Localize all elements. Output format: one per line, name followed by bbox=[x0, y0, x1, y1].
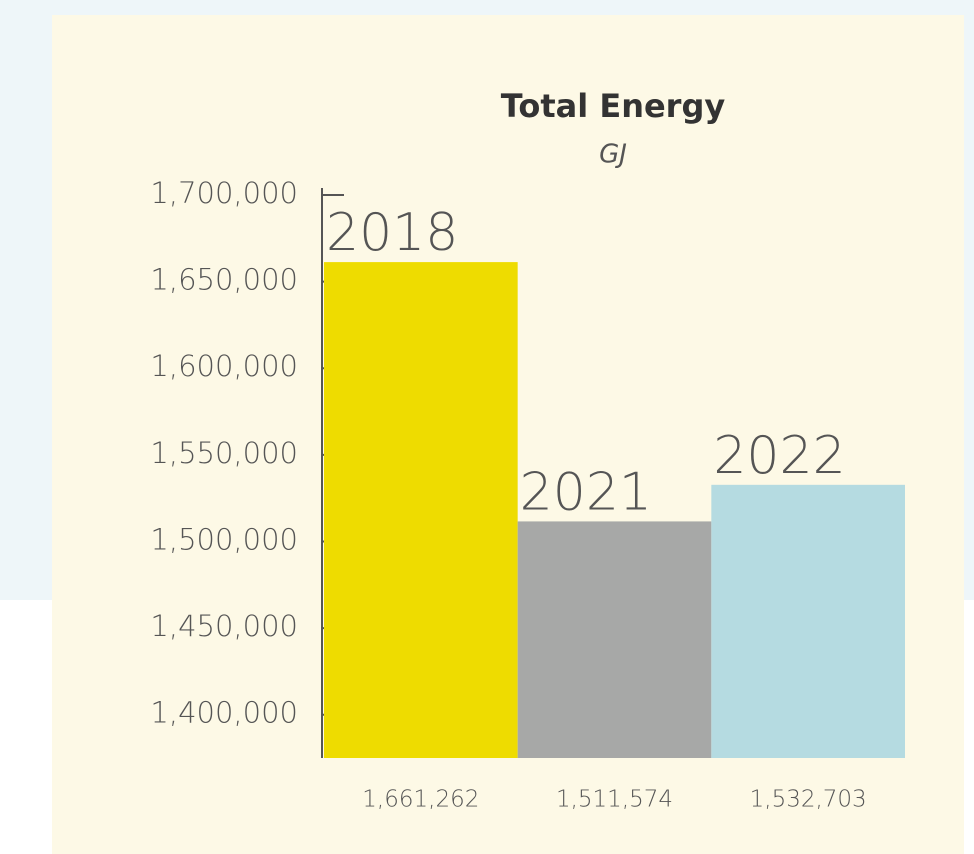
y-tick-label: 1,450,000 bbox=[150, 609, 298, 643]
y-tick-label: 1,600,000 bbox=[150, 349, 298, 383]
bar bbox=[324, 262, 518, 758]
value-label: 1,532,703 bbox=[750, 787, 867, 813]
chart-subtitle: GJ bbox=[599, 140, 627, 170]
y-tick-label: 1,500,000 bbox=[150, 522, 298, 556]
category-label: 2018 bbox=[326, 203, 458, 263]
bar bbox=[711, 484, 905, 758]
y-tick-label: 1,400,000 bbox=[150, 696, 298, 730]
y-tick-label: 1,700,000 bbox=[150, 176, 298, 210]
bar bbox=[517, 521, 712, 758]
category-label: 2021 bbox=[520, 462, 652, 522]
y-tick-label: 1,550,000 bbox=[150, 436, 298, 470]
y-tick-label: 1,650,000 bbox=[150, 263, 298, 297]
chart-title: Total Energy bbox=[501, 87, 726, 125]
value-label: 1,511,574 bbox=[556, 787, 673, 813]
value-label: 1,661,262 bbox=[362, 787, 479, 813]
category-label: 2022 bbox=[713, 426, 845, 486]
